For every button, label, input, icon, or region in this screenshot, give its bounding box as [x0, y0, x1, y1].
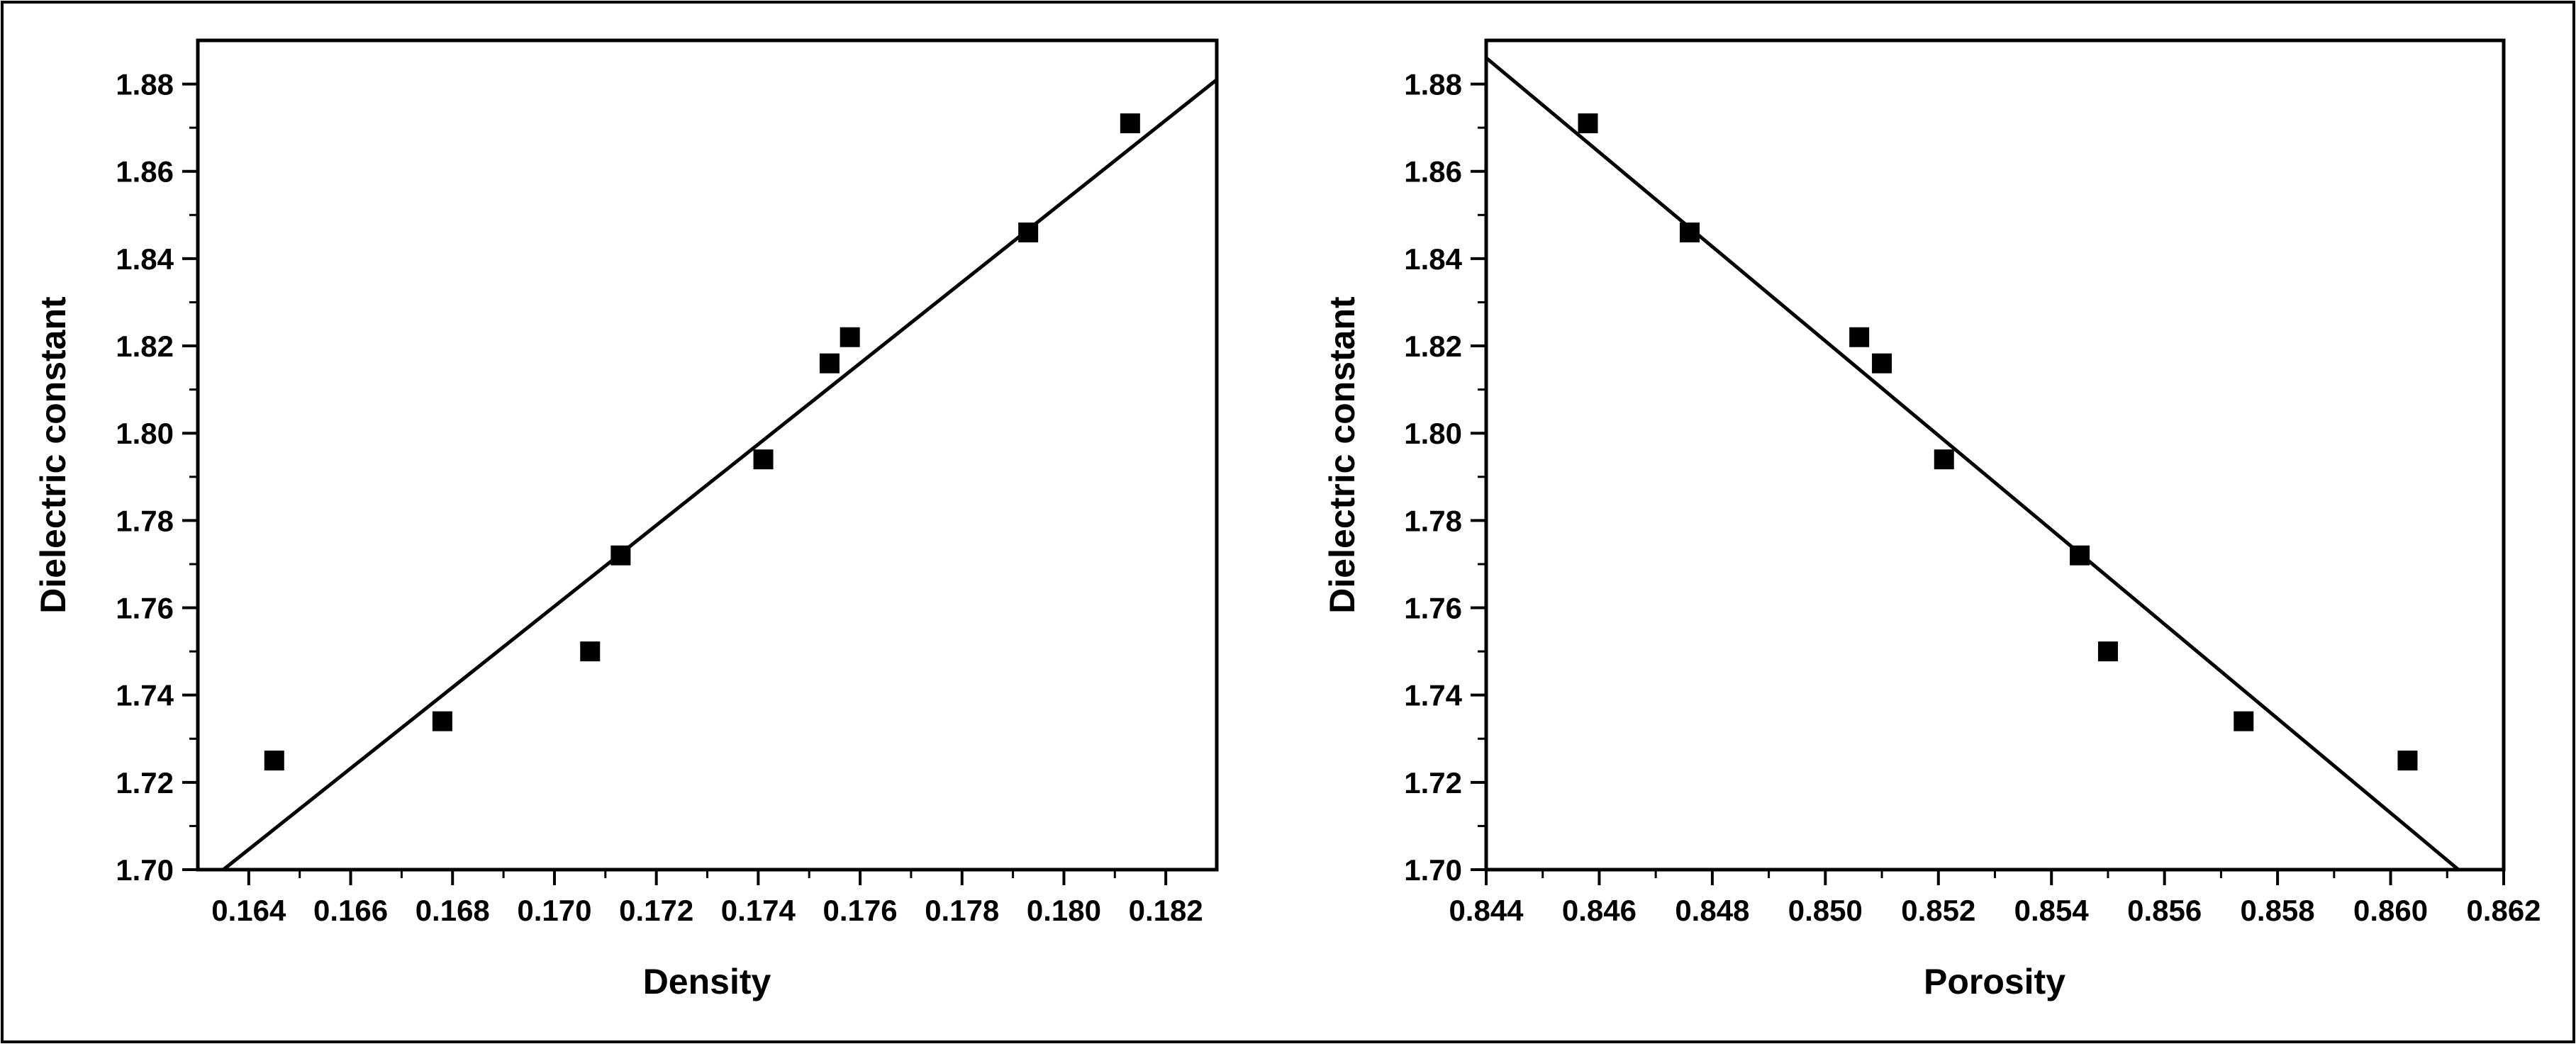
porosity-y-tick-label: 1.82: [1404, 330, 1462, 363]
density-x-tick-label: 0.172: [619, 894, 693, 927]
density-y-tick-label: 1.80: [116, 417, 174, 450]
porosity-data-point: [2397, 751, 2418, 771]
density-y-tick-label: 1.88: [116, 68, 174, 101]
density-y-tick-label: 1.74: [116, 679, 174, 712]
density-x-tick-label: 0.182: [1129, 894, 1203, 927]
density-y-tick-label: 1.78: [116, 504, 174, 537]
density-x-tick-label: 0.166: [313, 894, 388, 927]
density-y-tick-label: 1.72: [116, 766, 174, 799]
density-data-point: [432, 711, 452, 731]
density-points: [264, 113, 1140, 771]
porosity-y-tick-label: 1.88: [1404, 68, 1462, 101]
porosity-x-tick-label: 0.848: [1675, 894, 1749, 927]
porosity-x-tick-label: 0.850: [1788, 894, 1863, 927]
porosity-x-tick-label: 0.844: [1449, 894, 1524, 927]
density-y-tick-label: 1.84: [116, 242, 174, 276]
porosity-x-tick-label: 0.860: [2353, 894, 2428, 927]
density-y-ticks: 1.70 1.72 1.74 1.76 1.78 1.80 1.82 1.84 1.86 1.88: [116, 68, 198, 887]
porosity-data-point: [1578, 113, 1598, 133]
density-data-point: [819, 353, 840, 374]
porosity-x-tick-label: 0.858: [2241, 894, 2315, 927]
porosity-data-point: [2097, 641, 2118, 662]
porosity-data-point: [1680, 222, 1700, 242]
density-x-tick-label: 0.174: [721, 894, 796, 927]
porosity-y-tick-label: 1.86: [1404, 155, 1462, 189]
porosity-data-point: [1872, 353, 1892, 374]
porosity-fit-line: [1485, 56, 2460, 871]
porosity-x-tick-label: 0.862: [2466, 894, 2541, 927]
porosity-y-tick-label: 1.70: [1404, 853, 1462, 887]
density-x-tick-label: 0.168: [416, 894, 490, 927]
porosity-data-point: [1934, 449, 1954, 470]
density-data-point: [1120, 113, 1140, 133]
density-data-point: [580, 641, 601, 662]
porosity-x-tick-label: 0.852: [1901, 894, 1975, 927]
porosity-y-tick-label: 1.84: [1404, 242, 1462, 276]
density-x-tick-label: 0.164: [211, 894, 286, 927]
porosity-x-tick-label: 0.856: [2127, 894, 2202, 927]
density-chart-panel: 0.164 0.166 0.168 0.170 0.172 0.174 0.176 0.178…: [33, 38, 1219, 1001]
porosity-chart-panel: 0.844 0.846 0.848 0.850 0.852 0.854 0.856 0.858…: [1322, 38, 2541, 1001]
density-x-tick-label: 0.170: [517, 894, 591, 927]
density-data-point: [1018, 222, 1039, 242]
porosity-y-tick-label: 1.80: [1404, 417, 1462, 450]
porosity-x-tick-label: 0.854: [2014, 894, 2090, 927]
density-fit-line-group: [222, 78, 1218, 871]
density-x-ticks: 0.164 0.166 0.168 0.170 0.172 0.174 0.176 0.178…: [211, 870, 1203, 927]
density-data-point: [264, 751, 284, 771]
density-y-tick-label: 1.76: [116, 592, 174, 625]
porosity-x-ticks: 0.844 0.846 0.848 0.850 0.852 0.854 0.856 0.858…: [1449, 870, 2541, 927]
porosity-x-tick-label: 0.846: [1562, 894, 1637, 927]
density-y-tick-label: 1.82: [116, 330, 174, 363]
porosity-x-axis-title: Porosity: [1924, 962, 2065, 1001]
porosity-points: [1578, 113, 2418, 771]
porosity-y-tick-label: 1.76: [1404, 592, 1462, 625]
density-y-tick-label: 1.86: [116, 155, 174, 189]
porosity-y-ticks: 1.70 1.72 1.74 1.76 1.78 1.80 1.82 1.84 1.86 1.88: [1404, 68, 1486, 887]
porosity-y-tick-label: 1.72: [1404, 766, 1462, 799]
porosity-fit-line-group: [1485, 56, 2460, 871]
density-data-point: [753, 449, 774, 470]
porosity-data-point: [1849, 327, 1870, 347]
density-x-axis-title: Density: [643, 962, 771, 1001]
density-x-tick-label: 0.178: [925, 894, 999, 927]
porosity-y-axis-title: Dielectric constant: [1322, 296, 1362, 614]
density-data-point: [840, 327, 860, 347]
porosity-y-tick-label: 1.78: [1404, 504, 1462, 537]
porosity-y-tick-label: 1.74: [1404, 679, 1462, 712]
density-x-tick-label: 0.180: [1027, 894, 1101, 927]
density-fit-line: [222, 78, 1218, 871]
density-y-axis-title: Dielectric constant: [33, 296, 73, 614]
density-x-tick-label: 0.176: [823, 894, 897, 927]
porosity-data-point: [2070, 545, 2090, 566]
density-y-tick-label: 1.70: [116, 853, 174, 887]
density-data-point: [610, 545, 631, 566]
porosity-data-point: [2234, 711, 2254, 731]
